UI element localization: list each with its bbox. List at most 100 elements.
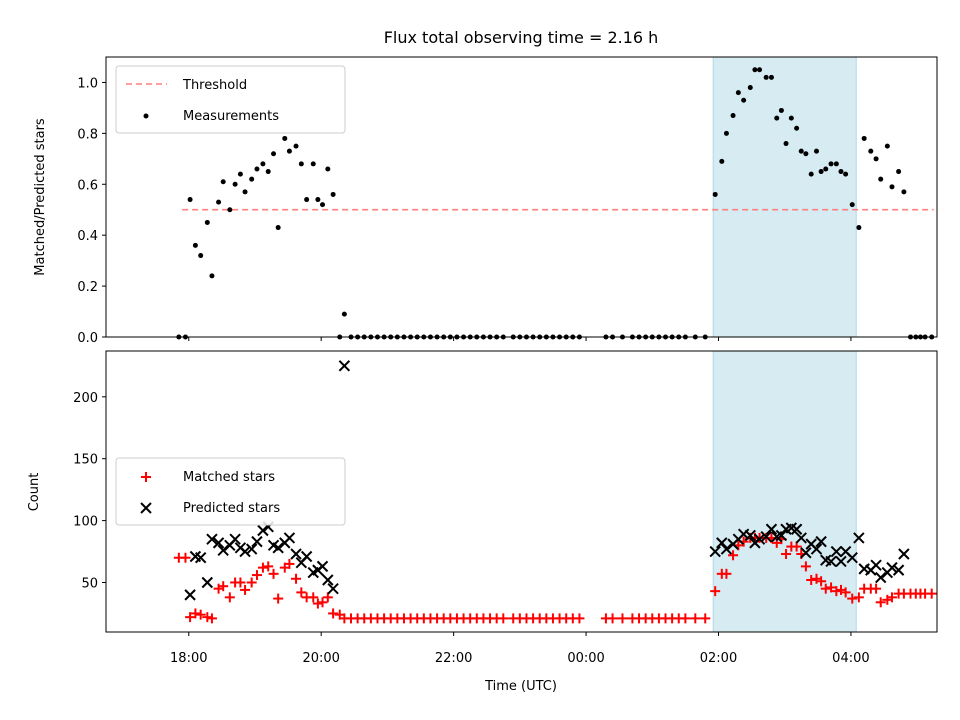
measurement-point <box>265 169 271 175</box>
predicted-point-b <box>201 576 214 589</box>
measurement-point <box>838 169 844 175</box>
measurement-point <box>192 242 198 248</box>
matched-point <box>257 562 268 573</box>
matched-point <box>721 568 732 579</box>
measurement-point <box>808 171 814 177</box>
measurement-point <box>325 166 331 172</box>
matched-point <box>268 568 279 579</box>
matched-point <box>263 561 274 572</box>
matched-point <box>206 613 217 624</box>
matched-point <box>195 609 206 620</box>
top-axes-frame <box>105 56 938 338</box>
matched-point <box>607 613 618 624</box>
predicted-point-b <box>283 532 296 544</box>
predicted-point <box>775 529 788 542</box>
x-tick-label: 18:00 <box>170 651 207 666</box>
legend-threshold-label: Threshold <box>182 78 247 93</box>
top-y-tick-label: 0.8 <box>77 127 98 142</box>
bottom-y-tick-label: 100 <box>73 515 98 530</box>
matched-point <box>312 598 323 609</box>
predicted-point-b <box>785 522 798 534</box>
matched-point <box>840 587 851 598</box>
matched-point <box>617 613 628 624</box>
legend-predicted-label: Predicted stars <box>183 501 280 516</box>
predicted-point <box>898 548 910 560</box>
predicted-point <box>835 555 847 568</box>
measurement-point <box>204 219 210 225</box>
predicted-point-b <box>744 529 756 542</box>
predicted-point <box>800 547 812 559</box>
measurement-point <box>304 197 310 203</box>
predicted-point <box>892 564 905 576</box>
matched-point <box>246 577 257 588</box>
predicted-point-b <box>853 532 865 544</box>
predicted-point-b <box>835 555 847 568</box>
measurement-point <box>868 148 874 154</box>
predicted-point-b <box>870 559 882 571</box>
predicted-point-b <box>775 529 788 542</box>
predicted-point-b <box>839 545 852 558</box>
top-y-tick-label: 0.6 <box>77 178 98 193</box>
measurement-point <box>712 191 718 197</box>
predicted-point <box>790 523 803 535</box>
measurement-point <box>341 311 347 317</box>
predicted-point-b <box>290 548 302 560</box>
measurement-point <box>828 161 834 167</box>
matched-point <box>180 552 191 563</box>
measurement-point <box>896 169 902 175</box>
predicted-point <box>825 555 837 568</box>
measurement-point <box>823 166 829 172</box>
measurement-point <box>198 253 204 259</box>
bottom-y-tick-label: 150 <box>73 453 98 468</box>
predicted-point <box>875 571 887 584</box>
predicted-point-b <box>212 537 225 549</box>
measurement-point <box>747 85 753 91</box>
predicted-point-b <box>753 533 766 545</box>
predicted-point <box>272 542 284 554</box>
matched-point <box>875 597 886 608</box>
measurement-point <box>833 161 839 167</box>
measurement-point <box>232 181 238 187</box>
predicted-point <box>212 537 225 549</box>
measurement-point <box>861 135 867 141</box>
measurement-point <box>813 148 819 154</box>
predicted-point <box>184 589 196 601</box>
predicted-point-b <box>805 538 817 550</box>
measurement-point <box>768 74 774 80</box>
predicted-point-b <box>300 550 313 563</box>
matched-point <box>202 612 213 623</box>
predicted-point <box>753 533 766 545</box>
measurement-point <box>320 202 326 208</box>
predicted-point-b <box>810 543 823 555</box>
top-x-ticks <box>188 337 852 341</box>
predicted-point <box>853 532 865 544</box>
predicted-point-b <box>189 550 202 563</box>
matched-point <box>213 583 224 594</box>
measurement-point <box>260 161 266 167</box>
predicted-point <box>290 548 302 560</box>
measurement-point <box>282 135 288 141</box>
predicted-point-b <box>267 539 280 552</box>
top-y-tick-label: 1.0 <box>77 76 98 91</box>
matched-point <box>498 613 509 624</box>
measurement-point <box>778 107 784 113</box>
legend-measurement-swatch <box>143 113 149 119</box>
matched-point <box>317 597 328 608</box>
matched-point <box>218 581 229 592</box>
predicted-point <box>322 574 334 586</box>
bottom-y-ticks: 50 100 150 200 <box>73 391 106 591</box>
measurement-point <box>220 179 226 185</box>
measurement-point <box>843 171 849 177</box>
measurement-point <box>901 189 907 195</box>
predicted-point-b <box>709 545 721 558</box>
predicted-point-b <box>716 537 728 549</box>
predicted-point <box>765 523 778 535</box>
predicted-point-b <box>338 360 351 372</box>
measurement-point <box>310 161 316 167</box>
measurement-point <box>774 115 780 121</box>
measurement-point <box>763 74 769 80</box>
predicted-point-b <box>892 564 905 576</box>
top-panel: 0.0 0.2 0.4 0.6 0.8 1.0 Matched/Predicted sta… <box>33 56 938 346</box>
bottom-axes-frame <box>105 350 938 633</box>
bottom-y-tick-label: 50 <box>81 576 98 591</box>
